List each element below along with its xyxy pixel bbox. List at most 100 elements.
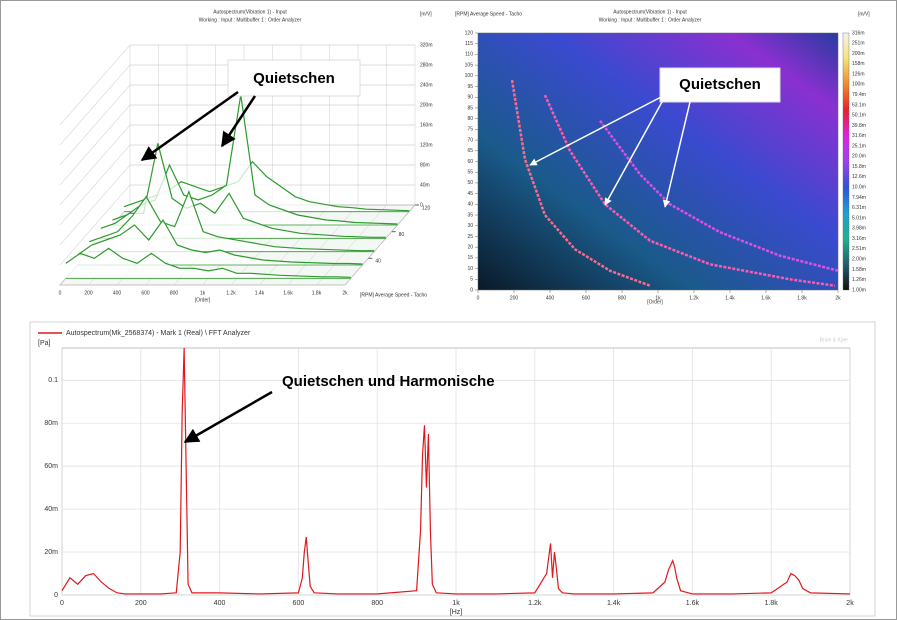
x-tick-label: 400	[546, 295, 555, 301]
slice-line	[65, 247, 351, 278]
chart-subtitle: Working : Input : Multibuffer 1 : Order …	[199, 17, 302, 23]
x-tick-label: 2k	[846, 600, 854, 607]
x-tick-label: 0	[59, 290, 62, 296]
z-tick-label: 0	[420, 202, 423, 208]
z-tick-label: 120m	[420, 142, 433, 148]
colorbar-label: 316m	[852, 30, 865, 36]
y-tick-label: 120	[465, 30, 474, 36]
y-tick-label: 35	[467, 212, 473, 218]
annotation-box	[227, 59, 361, 97]
z-tick-label: 200m	[420, 102, 433, 108]
arrow	[662, 101, 691, 208]
y-axis-label: [Pa]	[38, 340, 51, 347]
order-ridge	[510, 79, 651, 287]
z-tick-label: 160m	[420, 122, 433, 128]
colorbar-label: 100m	[852, 82, 865, 88]
x-axis-label: [Order]	[195, 297, 211, 303]
colorbar-label: 6.31m	[852, 205, 866, 211]
x-tick-label: 1.8k	[797, 295, 807, 301]
y-axis-label: [RPM] Average Speed - Tacho	[455, 11, 522, 17]
grid-line	[59, 124, 131, 206]
x-axis-label: [Order]	[647, 299, 663, 305]
z-unit: [m/V]	[420, 11, 432, 17]
y-tick-label: 105	[465, 62, 474, 68]
x-tick-label: 400	[113, 290, 122, 296]
depth-tick-label: 40	[375, 259, 381, 265]
y-tick-label: 55	[467, 170, 473, 176]
x-tick-label: 2k	[835, 295, 841, 301]
plot-area	[477, 32, 839, 291]
colorbar-label: 3.16m	[852, 236, 866, 242]
colorbar-label: 1.26m	[852, 277, 866, 283]
z-tick-label: 280m	[420, 62, 433, 68]
slice-line	[77, 218, 363, 265]
slice-shade	[100, 143, 386, 239]
z-tick-label: 320m	[420, 42, 433, 48]
annotation: Quietschen und Harmonische	[282, 373, 495, 390]
y-tick-label: 30	[467, 223, 473, 229]
x-tick-label: 1.2k	[226, 290, 236, 296]
z-tick-label: 80m	[420, 162, 430, 168]
order-ridge	[543, 94, 836, 287]
grid-line	[316, 204, 387, 286]
x-tick-label: 800	[170, 290, 179, 296]
x-tick-label: 600	[141, 290, 150, 296]
chart-subtitle: Working : Input : Multibuffer 1 : Order …	[599, 17, 702, 23]
grid-line	[59, 164, 131, 246]
z-tick-label: 40m	[420, 182, 430, 188]
x-tick-label: 200	[510, 295, 519, 301]
y-tick-label: 65	[467, 148, 473, 154]
x-tick-label: 1.2k	[528, 600, 542, 607]
colorbar-label: 79.4m	[852, 92, 866, 98]
x-tick-label: 1.2k	[689, 295, 699, 301]
arrow	[220, 95, 257, 148]
colorbar-label: 2.00m	[852, 256, 866, 262]
x-tick-label: 1.4k	[725, 295, 735, 301]
grid-line	[287, 204, 359, 286]
colorbar-label: 3.98m	[852, 226, 866, 232]
y-tick-label: 20m	[44, 549, 58, 556]
colorbar-label: 50.1m	[852, 113, 866, 119]
slice-line	[88, 189, 375, 252]
y-tick-label: 10	[467, 266, 473, 272]
depth-axis-label: [RPM] Average Speed - Tacho	[360, 292, 427, 298]
grid-line	[59, 44, 131, 126]
colorbar-label: 1.00m	[852, 287, 866, 293]
y-tick-label: 75	[467, 127, 473, 133]
grid-line	[344, 204, 416, 286]
depth-tick-label: 80	[399, 232, 405, 238]
grid-line	[59, 184, 131, 266]
chart-title: Autospectrum(Vibration 1) - Input	[613, 9, 687, 15]
y-tick-label: 85	[467, 105, 473, 111]
y-tick-label: 100	[465, 73, 474, 79]
y-tick-label: 60	[467, 159, 473, 165]
slice-shade	[77, 220, 363, 265]
arrow	[529, 94, 666, 166]
grid-line	[59, 104, 131, 186]
y-tick-label: 50	[467, 180, 473, 186]
slice-line	[100, 143, 386, 238]
annotation: Quietschen	[253, 70, 335, 87]
legend-label: Autospectrum(Mk_2568374) - Mark 1 (Real)…	[66, 330, 251, 337]
y-tick-label: 0.1	[48, 377, 58, 384]
y-tick-label: 90	[467, 95, 473, 101]
x-tick-label: 200	[84, 290, 93, 296]
colorbar-label: 15.8m	[852, 164, 866, 170]
x-tick-label: 1.4k	[607, 600, 621, 607]
x-tick-label: 600	[293, 600, 305, 607]
x-tick-label: 0	[60, 600, 64, 607]
y-tick-label: 15	[467, 255, 473, 261]
x-tick-label: 1.6k	[283, 290, 293, 296]
x-tick-label: 1.6k	[761, 295, 771, 301]
y-tick-label: 110	[465, 52, 473, 58]
colorbar-label: 158m	[852, 61, 865, 67]
z-unit: [m/V]	[858, 11, 870, 17]
y-tick-label: 45	[467, 191, 473, 197]
x-tick-label: 1.6k	[686, 600, 700, 607]
x-tick-label: 0	[477, 295, 480, 301]
y-tick-label: 25	[467, 234, 473, 240]
colorbar-label: 1.58m	[852, 267, 866, 273]
colorbar-label: 200m	[852, 51, 865, 57]
colorbar-label: 251m	[852, 41, 865, 47]
